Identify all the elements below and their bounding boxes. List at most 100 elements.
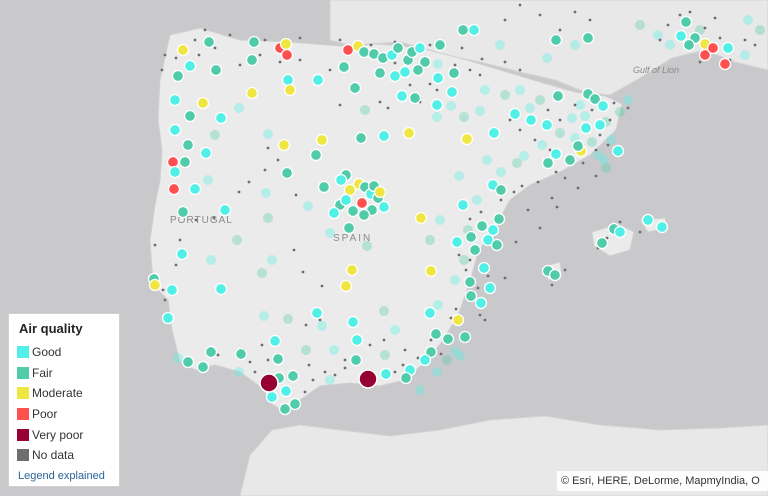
station-marker-no-data[interactable] bbox=[499, 198, 503, 202]
station-marker-faint[interactable] bbox=[433, 300, 443, 310]
station-marker[interactable] bbox=[247, 35, 261, 49]
station-marker-no-data[interactable] bbox=[514, 240, 518, 244]
station-marker[interactable] bbox=[271, 352, 285, 366]
station-marker[interactable] bbox=[209, 63, 223, 77]
station-marker-no-data[interactable] bbox=[538, 226, 542, 230]
station-marker[interactable] bbox=[413, 41, 427, 55]
station-marker[interactable] bbox=[408, 91, 422, 105]
station-marker-faint[interactable] bbox=[472, 195, 482, 205]
station-marker-very-poor[interactable] bbox=[358, 369, 378, 389]
station-marker[interactable] bbox=[402, 126, 416, 140]
station-marker-no-data[interactable] bbox=[160, 68, 164, 72]
station-marker-no-data[interactable] bbox=[508, 118, 512, 122]
station-marker-faint[interactable] bbox=[519, 151, 529, 161]
station-marker-faint[interactable] bbox=[500, 90, 510, 100]
station-marker[interactable] bbox=[655, 220, 669, 234]
station-marker-no-data[interactable] bbox=[320, 284, 324, 288]
station-marker-no-data[interactable] bbox=[318, 318, 322, 322]
station-marker-no-data[interactable] bbox=[382, 338, 386, 342]
station-marker-faint[interactable] bbox=[433, 59, 443, 69]
station-marker[interactable] bbox=[399, 371, 413, 385]
station-marker-faint[interactable] bbox=[535, 95, 545, 105]
station-marker-no-data[interactable] bbox=[548, 148, 552, 152]
station-marker-no-data[interactable] bbox=[457, 253, 461, 257]
station-marker-no-data[interactable] bbox=[478, 313, 482, 317]
station-marker-no-data[interactable] bbox=[386, 106, 390, 110]
station-marker[interactable] bbox=[317, 180, 331, 194]
station-marker-faint[interactable] bbox=[435, 215, 445, 225]
station-marker[interactable] bbox=[283, 83, 297, 97]
station-marker-no-data[interactable] bbox=[260, 343, 264, 347]
station-marker[interactable] bbox=[441, 332, 455, 346]
station-marker[interactable] bbox=[467, 23, 481, 37]
station-marker[interactable] bbox=[346, 315, 360, 329]
station-marker[interactable] bbox=[196, 360, 210, 374]
station-marker-no-data[interactable] bbox=[343, 366, 347, 370]
station-marker-no-data[interactable] bbox=[449, 316, 453, 320]
station-marker-no-data[interactable] bbox=[439, 352, 443, 356]
station-marker[interactable] bbox=[679, 15, 693, 29]
station-marker[interactable] bbox=[474, 296, 488, 310]
station-marker-no-data[interactable] bbox=[563, 176, 567, 180]
station-marker[interactable] bbox=[334, 173, 348, 187]
station-marker-faint[interactable] bbox=[599, 155, 609, 165]
station-marker[interactable] bbox=[279, 384, 293, 398]
station-marker-no-data[interactable] bbox=[369, 43, 373, 47]
station-marker-faint[interactable] bbox=[234, 103, 244, 113]
station-marker[interactable] bbox=[611, 144, 625, 158]
station-marker-no-data[interactable] bbox=[294, 193, 298, 197]
station-marker[interactable] bbox=[265, 390, 279, 404]
station-marker[interactable] bbox=[418, 55, 432, 69]
station-marker-faint[interactable] bbox=[442, 355, 452, 365]
station-marker[interactable] bbox=[464, 230, 478, 244]
station-marker[interactable] bbox=[486, 223, 500, 237]
station-marker-no-data[interactable] bbox=[304, 323, 308, 327]
station-marker-faint[interactable] bbox=[234, 367, 244, 377]
station-marker[interactable] bbox=[721, 41, 735, 55]
station-marker-no-data[interactable] bbox=[266, 146, 270, 150]
station-marker-no-data[interactable] bbox=[464, 268, 468, 272]
station-marker-faint[interactable] bbox=[615, 107, 625, 117]
station-marker-no-data[interactable] bbox=[203, 28, 207, 32]
station-marker-no-data[interactable] bbox=[536, 180, 540, 184]
station-marker-no-data[interactable] bbox=[174, 263, 178, 267]
station-marker[interactable] bbox=[456, 198, 470, 212]
station-marker[interactable] bbox=[492, 212, 506, 226]
station-marker[interactable] bbox=[593, 118, 607, 132]
station-marker[interactable] bbox=[487, 126, 501, 140]
station-marker-faint[interactable] bbox=[450, 275, 460, 285]
station-marker-no-data[interactable] bbox=[576, 186, 580, 190]
station-marker[interactable] bbox=[349, 353, 363, 367]
station-marker[interactable] bbox=[377, 200, 391, 214]
station-marker[interactable] bbox=[541, 156, 555, 170]
station-marker[interactable] bbox=[379, 367, 393, 381]
station-marker-faint[interactable] bbox=[325, 375, 335, 385]
station-marker-faint[interactable] bbox=[283, 314, 293, 324]
station-marker[interactable] bbox=[468, 243, 482, 257]
station-marker-no-data[interactable] bbox=[618, 220, 622, 224]
station-marker[interactable] bbox=[475, 219, 489, 233]
station-marker[interactable] bbox=[458, 330, 472, 344]
station-marker-no-data[interactable] bbox=[503, 276, 507, 280]
station-marker[interactable] bbox=[549, 147, 563, 161]
station-marker-faint[interactable] bbox=[390, 325, 400, 335]
station-marker[interactable] bbox=[346, 204, 360, 218]
station-marker-no-data[interactable] bbox=[503, 18, 507, 22]
station-marker-faint[interactable] bbox=[432, 112, 442, 122]
station-marker-no-data[interactable] bbox=[612, 101, 616, 105]
station-marker[interactable] bbox=[447, 66, 461, 80]
station-marker-no-data[interactable] bbox=[594, 174, 598, 178]
station-marker-no-data[interactable] bbox=[311, 378, 315, 382]
station-marker-no-data[interactable] bbox=[533, 138, 537, 142]
station-marker[interactable] bbox=[706, 41, 720, 55]
station-marker[interactable] bbox=[571, 139, 585, 153]
station-marker-no-data[interactable] bbox=[197, 53, 201, 57]
station-marker[interactable] bbox=[596, 99, 610, 113]
station-marker-no-data[interactable] bbox=[163, 53, 167, 57]
station-marker-no-data[interactable] bbox=[408, 83, 412, 87]
station-marker-no-data[interactable] bbox=[483, 318, 487, 322]
station-marker-no-data[interactable] bbox=[468, 68, 472, 72]
station-marker-faint[interactable] bbox=[480, 85, 490, 95]
station-marker[interactable] bbox=[524, 113, 538, 127]
